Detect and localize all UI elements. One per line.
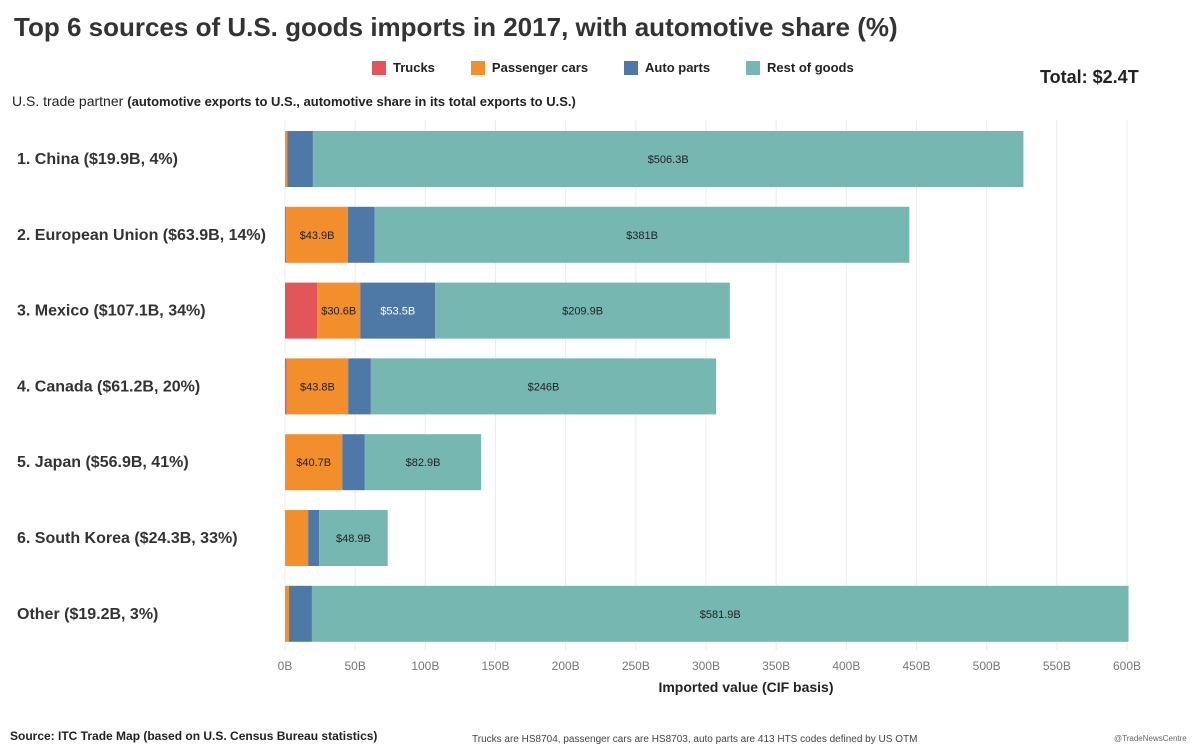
bar-5-auto-parts (308, 510, 320, 566)
data-label-4-rest-of-goods: $82.9B (406, 457, 441, 469)
data-label-1-rest-of-goods: $381B (626, 230, 658, 242)
legend-item-rest-of-goods: Rest of goods (746, 60, 854, 75)
bar-0-rest-of-goods (312, 131, 1024, 187)
data-label-2-passenger-cars: $30.6B (321, 306, 356, 318)
category-label-0: 1. China ($19.9B, 4%) (17, 151, 178, 168)
legend-label-auto-parts: Auto parts (645, 60, 711, 75)
data-label-3-passenger-cars: $43.8B (300, 381, 335, 393)
category-label-1: 2. European Union ($63.9B, 14%) (17, 227, 266, 244)
bar-0-auto-parts (287, 131, 313, 187)
data-label-1-passenger-cars: $43.9B (300, 230, 335, 242)
x-tick-label-7: 350B (762, 659, 790, 673)
data-label-5-rest-of-goods: $48.9B (336, 533, 371, 545)
bar-3-passenger-cars (286, 358, 349, 415)
category-label-2: 3. Mexico ($107.1B, 34%) (17, 303, 206, 320)
bar-4-passenger-cars (285, 434, 343, 491)
bar-0-passenger-cars (285, 131, 288, 187)
bar-2-passenger-cars (317, 282, 361, 339)
x-tick-label-10: 500B (973, 659, 1001, 673)
bar-1-rest-of-goods (374, 206, 910, 263)
bar-4-rest-of-goods (364, 434, 482, 491)
x-tick-label-8: 400B (832, 659, 860, 673)
bar-1-trucks (285, 206, 287, 263)
bar-5-rest-of-goods (319, 510, 388, 566)
total-label: Total: $2.4T (1040, 67, 1139, 87)
bar-6-auto-parts (288, 585, 312, 642)
data-label-3-rest-of-goods: $246B (528, 381, 560, 393)
data-label-2-rest-of-goods: $209.9B (562, 306, 603, 318)
y-axis-header-note: (automotive exports to U.S., automotive … (127, 94, 576, 109)
data-label-2-auto-parts: $53.5B (380, 306, 415, 318)
legend-swatch-auto-parts (624, 60, 639, 75)
chart-title: Top 6 sources of U.S. goods imports in 2… (14, 12, 898, 42)
legend-swatch-passenger-cars (470, 60, 485, 75)
source-note: Source: ITC Trade Map (based on U.S. Cen… (10, 729, 378, 743)
bar-3-trucks (285, 358, 287, 415)
x-tick-label-5: 250B (622, 659, 650, 673)
data-label-6-rest-of-goods: $581.9B (700, 609, 741, 621)
x-axis-label: Imported value (CIF basis) (658, 679, 833, 695)
credit: @TradeNewsCentre (1114, 734, 1187, 743)
bar-5-passenger-cars (285, 510, 309, 566)
x-tick-label-11: 550B (1043, 659, 1071, 673)
definition-note: Trucks are HS8704, passenger cars are HS… (472, 734, 918, 745)
legend-label-trucks: Trucks (393, 60, 435, 75)
y-axis-header-title: U.S. trade partner (12, 93, 124, 109)
x-tick-label-3: 150B (481, 659, 509, 673)
bar-1-auto-parts (347, 206, 375, 263)
legend-item-auto-parts: Auto parts (624, 60, 710, 75)
x-tick-label-6: 300B (692, 659, 720, 673)
data-label-4-passenger-cars: $40.7B (296, 457, 331, 469)
y-axis-header: U.S. trade partner (automotive exports to… (12, 93, 576, 111)
x-tick-label-12: 600B (1113, 659, 1141, 673)
category-label-3: 4. Canada ($61.2B, 20%) (17, 378, 200, 395)
data-label-0-rest-of-goods: $506.3B (648, 154, 689, 166)
bar-2-rest-of-goods (435, 282, 730, 339)
x-tick-label-9: 450B (902, 659, 930, 673)
legend-label-passenger-cars: Passenger cars (491, 60, 589, 75)
x-tick-label-4: 200B (552, 659, 580, 673)
bar-6-passenger-cars (285, 585, 289, 642)
bar-3-auto-parts (348, 358, 371, 415)
legend-label-rest-of-goods: Rest of goods (767, 60, 854, 75)
bar-6-rest-of-goods (311, 585, 1129, 642)
legend-item-trucks: Trucks (372, 60, 435, 75)
bar-3-rest-of-goods (370, 358, 717, 415)
legend-swatch-trucks (372, 60, 386, 75)
category-label-4: 5. Japan ($56.9B, 41%) (17, 454, 189, 471)
bar-1-passenger-cars (286, 206, 348, 263)
category-label-6: Other ($19.2B, 3%) (17, 606, 158, 623)
bar-2-trucks (285, 282, 318, 339)
legend-swatch-rest-of-goods (746, 60, 761, 75)
legend-item-passenger-cars: Passenger cars (470, 60, 589, 75)
x-tick-label-0: 0B (278, 659, 293, 673)
x-tick-label-2: 100B (411, 659, 439, 673)
bar-2-auto-parts (360, 282, 436, 339)
category-label-5: 6. South Korea ($24.3B, 33%) (17, 530, 238, 547)
legend: Trucks Passenger cars Auto parts Rest of… (372, 60, 890, 75)
bar-4-auto-parts (342, 434, 365, 491)
x-tick-label-1: 50B (344, 659, 365, 673)
